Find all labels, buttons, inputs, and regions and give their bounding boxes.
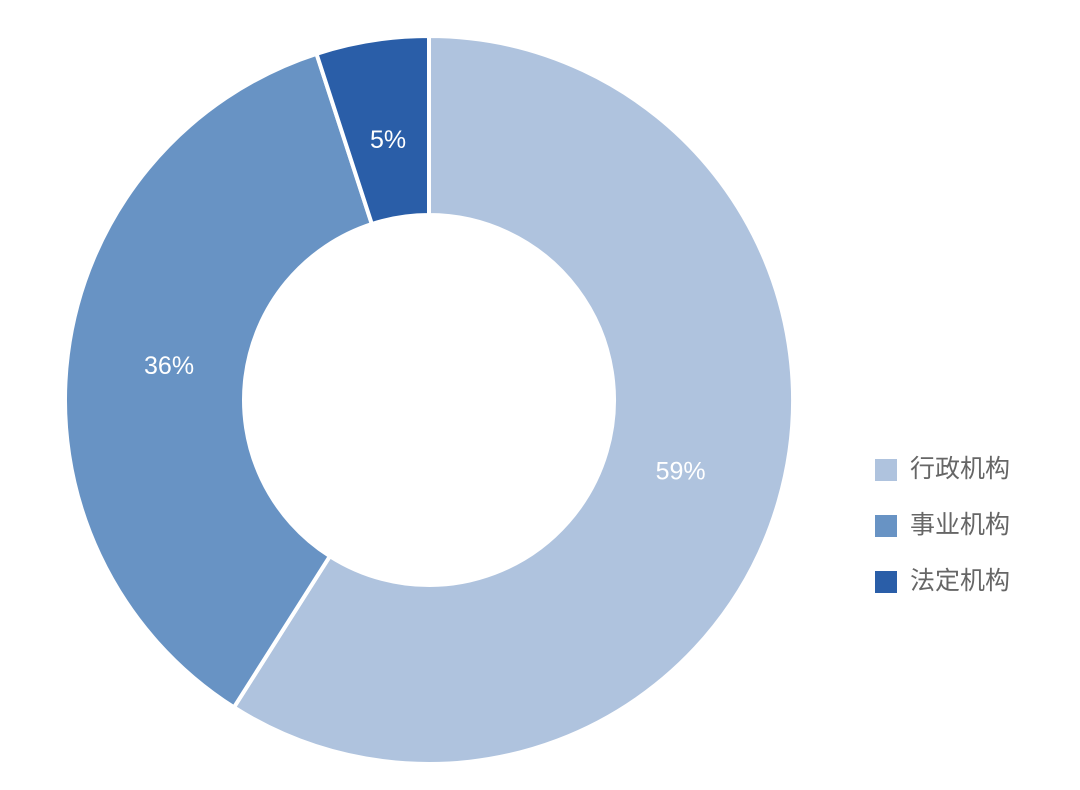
donut-slice [313, 33, 431, 227]
slice-label: 5% [370, 126, 406, 154]
legend-swatch [875, 459, 897, 481]
legend-label: 事业机构 [910, 510, 1010, 539]
slice-label: 59% [656, 458, 706, 486]
donut-slice [231, 33, 795, 766]
donut-slice [63, 51, 375, 711]
slice-label: 36% [144, 352, 194, 380]
legend-swatch [875, 515, 897, 537]
legend-label: 法定机构 [910, 566, 1010, 595]
legend-label: 行政机构 [910, 454, 1010, 483]
legend-swatch [875, 571, 897, 593]
